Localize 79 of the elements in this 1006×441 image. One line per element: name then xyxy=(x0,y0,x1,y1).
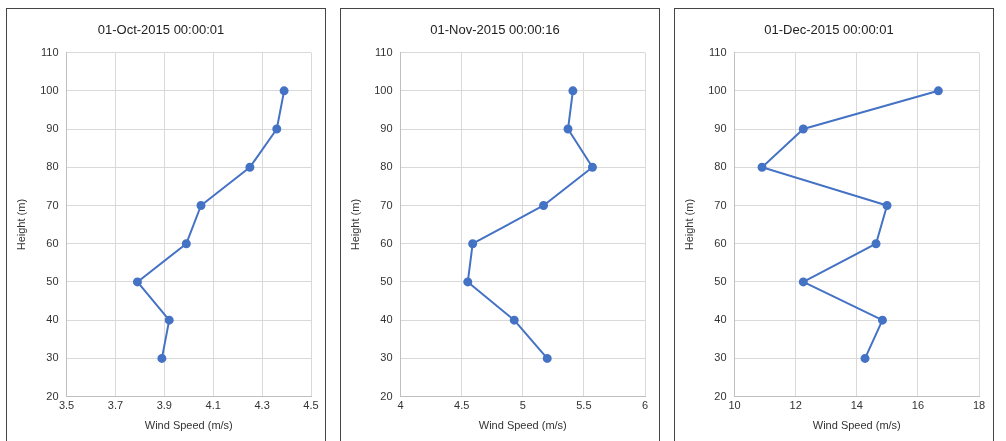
point xyxy=(272,124,282,134)
x-tick-label: 4.5 xyxy=(303,399,319,412)
x-tick-label: 3.9 xyxy=(156,399,172,412)
point xyxy=(882,200,892,210)
y-tick-label: 60 xyxy=(46,236,59,249)
y-tick-label: 20 xyxy=(714,389,727,402)
chart-title: 01-Dec-2015 00:00:01 xyxy=(764,22,894,38)
x-axis-title: Wind Speed (m/s) xyxy=(144,419,233,432)
point xyxy=(798,277,808,287)
point xyxy=(539,200,549,210)
x-tick-label: 5 xyxy=(519,399,526,412)
point xyxy=(132,277,142,287)
point xyxy=(757,162,767,172)
point xyxy=(568,86,578,96)
point xyxy=(798,124,808,134)
y-tick-label: 100 xyxy=(374,83,393,96)
point xyxy=(245,162,255,172)
point xyxy=(933,86,943,96)
y-tick-label: 30 xyxy=(46,351,59,364)
x-tick-label: 4 xyxy=(397,399,404,412)
y-tick-label: 30 xyxy=(380,351,393,364)
y-tick-label: 110 xyxy=(375,45,393,58)
y-tick-label: 100 xyxy=(708,83,727,96)
y-tick-label: 100 xyxy=(40,83,59,96)
x-axis-title: Wind Speed (m/s) xyxy=(812,419,901,432)
y-axis-title: Height (m) xyxy=(14,198,27,251)
point xyxy=(871,239,881,249)
y-tick-label: 40 xyxy=(380,313,393,326)
y-tick-label: 50 xyxy=(714,274,727,287)
y-tick-label: 50 xyxy=(46,274,59,287)
y-tick-label: 90 xyxy=(46,122,59,135)
y-tick-label: 30 xyxy=(714,351,727,364)
x-tick-label: 4.1 xyxy=(205,399,221,412)
point xyxy=(157,353,167,363)
y-axis-title: Height (m) xyxy=(348,198,361,251)
y-tick-label: 110 xyxy=(41,45,59,58)
point xyxy=(542,353,552,363)
point xyxy=(181,239,191,249)
y-tick-label: 50 xyxy=(380,274,393,287)
chart-title: 01-Nov-2015 00:00:16 xyxy=(430,22,560,38)
x-tick-label: 3.5 xyxy=(58,399,75,412)
x-tick-label: 4.5 xyxy=(454,399,470,412)
y-tick-label: 60 xyxy=(714,236,727,249)
point xyxy=(509,315,519,325)
y-tick-label: 40 xyxy=(714,313,727,326)
x-tick-label: 4.3 xyxy=(254,399,270,412)
point xyxy=(468,239,478,249)
x-tick-label: 18 xyxy=(972,399,986,412)
point xyxy=(860,353,870,363)
y-tick-label: 70 xyxy=(380,198,393,211)
point xyxy=(196,200,206,210)
y-tick-label: 60 xyxy=(380,236,393,249)
chart-title: 01-Oct-2015 00:00:01 xyxy=(97,22,225,38)
point xyxy=(279,86,289,96)
y-tick-label: 70 xyxy=(714,198,727,211)
y-tick-label: 90 xyxy=(714,122,727,135)
y-tick-label: 20 xyxy=(46,389,59,402)
y-tick-label: 80 xyxy=(46,160,59,173)
y-tick-label: 80 xyxy=(380,160,393,173)
point xyxy=(587,162,597,172)
y-tick-label: 90 xyxy=(380,122,393,135)
point xyxy=(463,277,473,287)
x-tick-label: 16 xyxy=(911,399,925,412)
point xyxy=(164,315,174,325)
y-tick-label: 70 xyxy=(46,198,59,211)
x-axis-title: Wind Speed (m/s) xyxy=(478,419,567,432)
x-tick-label: 6 xyxy=(641,399,649,412)
y-axis-title: Height (m) xyxy=(682,198,695,251)
x-tick-label: 12 xyxy=(789,399,802,412)
x-tick-label: 3.7 xyxy=(107,399,124,412)
y-tick-label: 40 xyxy=(46,313,59,326)
point xyxy=(563,124,573,134)
y-tick-label: 20 xyxy=(380,389,393,402)
point xyxy=(877,315,887,325)
x-tick-label: 10 xyxy=(728,399,741,412)
y-tick-label: 80 xyxy=(714,160,727,173)
y-tick-label: 110 xyxy=(709,45,727,58)
x-tick-label: 14 xyxy=(850,399,863,412)
x-tick-label: 5.5 xyxy=(576,399,592,412)
